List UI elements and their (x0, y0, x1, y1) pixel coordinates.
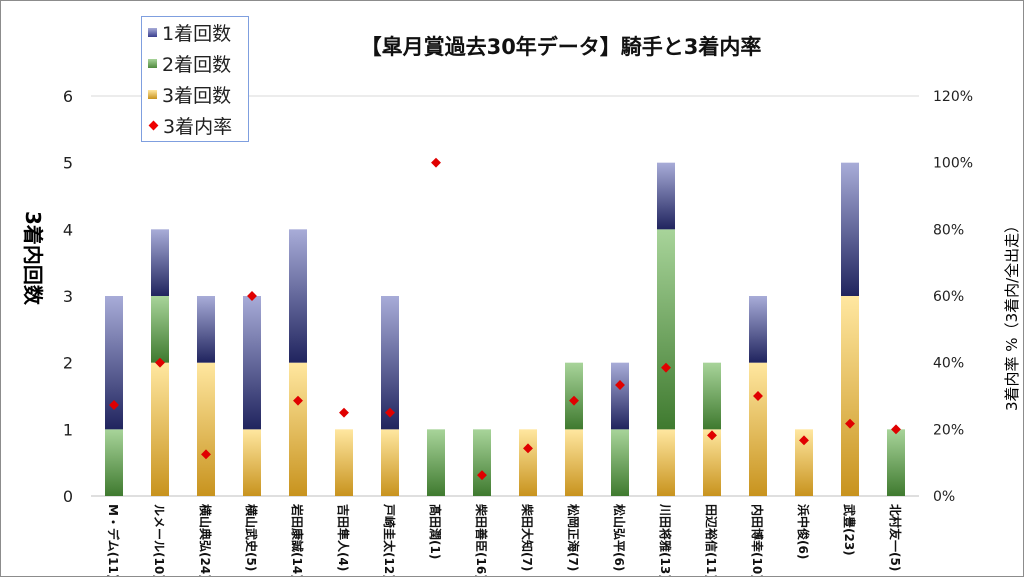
rate-point (845, 418, 855, 429)
bar-1st (841, 162, 859, 296)
bar-1st (289, 229, 307, 363)
chart-title: 【皐月賞過去30年データ】騎手と3着内率 (360, 35, 762, 59)
y2-tick-label: 60% (933, 289, 964, 305)
bar-1st (381, 296, 399, 430)
y-tick-label: 3 (63, 287, 73, 306)
x-tick-label: 松山弘平(6) (612, 504, 627, 571)
rate-point (799, 435, 809, 446)
legend-item-rate: 3着内率 (142, 110, 248, 141)
bar-2nd (105, 429, 123, 496)
x-tick-label: 横山武史(5) (244, 504, 259, 571)
rate-point (707, 430, 717, 441)
bar-3rd (703, 429, 721, 496)
x-tick-label: 松岡正海(7) (566, 504, 581, 571)
bar-2nd (887, 429, 905, 496)
legend-label: 1着回数 (162, 23, 232, 45)
rate-point (385, 407, 395, 418)
y2-tick-label: 120% (933, 89, 973, 105)
legend: 1着回数 2着回数 3着回数 3着内率 (141, 16, 249, 142)
x-tick-label: 内田博幸(10) (750, 504, 765, 576)
legend-label: 3着内率 (163, 116, 233, 138)
y2-tick-label: 20% (933, 422, 964, 438)
bar-3rd (197, 362, 215, 496)
bar-2nd (611, 429, 629, 496)
bar-3rd (289, 362, 307, 496)
rate-point (339, 407, 349, 418)
x-tick-label: 横山典弘(24) (198, 504, 213, 576)
x-tick-label: 川田将雅(13) (658, 503, 673, 576)
legend-label: 3着回数 (162, 85, 232, 107)
x-tick-label: 戸崎圭太(12) (382, 504, 397, 576)
rate-point (523, 443, 533, 454)
bar-1st (243, 296, 261, 430)
legend-label: 2着回数 (162, 54, 232, 76)
rate-point (293, 395, 303, 406)
bar-3rd (381, 429, 399, 496)
x-tick-label: 柴田大知(7) (520, 503, 535, 571)
y2-tick-label: 40% (933, 356, 964, 372)
y-tick-label: 4 (63, 220, 73, 239)
bar-1st (657, 162, 675, 230)
rate-point (477, 470, 487, 481)
x-tick-label: ルメール(10) (152, 504, 166, 576)
y-tick-label: 2 (63, 354, 73, 373)
x-tick-label: 岩田康誠(14) (290, 503, 305, 576)
legend-diamond-icon (148, 120, 159, 131)
bar-3rd (243, 429, 261, 496)
rate-point (247, 291, 257, 301)
legend-item-3rd: 3着回数 (142, 79, 248, 110)
y-tick-label: 1 (63, 420, 73, 439)
bar-1st (611, 362, 629, 430)
x-tick-label: 田辺裕信(11) (704, 504, 719, 576)
bar-1st (105, 296, 123, 430)
y-tick-label: 5 (63, 154, 73, 173)
bar-3rd (841, 296, 859, 496)
rate-point (891, 424, 901, 435)
x-tick-label: 北村友一(5) (888, 504, 903, 571)
x-tick-label: M・デム(11) (106, 504, 121, 576)
rate-point (753, 391, 763, 401)
x-tick-label: 髙田潤(1) (428, 504, 443, 559)
bar-2nd (657, 229, 675, 430)
bar-2nd (473, 429, 491, 496)
y-tick-label: 6 (63, 87, 73, 106)
bar-1st (151, 229, 169, 296)
bar-3rd (565, 429, 583, 496)
x-tick-label: 吉田隼人(4) (336, 504, 351, 571)
legend-swatch-3rd (148, 90, 157, 99)
y-axis-label: 3着内回数 (21, 211, 45, 305)
y2-tick-label: 100% (933, 156, 973, 172)
rate-point (155, 357, 165, 368)
rate-point (661, 362, 671, 373)
x-tick-label: 武豊(23) (842, 504, 857, 556)
bar-2nd (151, 296, 169, 363)
bar-3rd (795, 429, 813, 496)
bar-3rd (519, 429, 537, 496)
rate-point (615, 380, 625, 390)
y2-tick-label: 0% (933, 489, 955, 505)
bar-3rd (335, 429, 353, 496)
rate-point (201, 449, 211, 460)
bar-3rd (749, 362, 767, 496)
x-tick-label: 浜中俊(6) (796, 504, 811, 559)
bar-1st (749, 296, 767, 363)
rate-point (431, 157, 441, 168)
y-tick-label: 0 (63, 487, 73, 506)
bar-2nd (703, 362, 721, 430)
legend-swatch-1st (148, 28, 157, 37)
bar-2nd (427, 429, 445, 496)
legend-item-1st: 1着回数 (142, 17, 248, 48)
legend-item-2nd: 2着回数 (142, 48, 248, 79)
rate-point (569, 395, 579, 406)
x-tick-label: 柴田善臣(16) (474, 503, 489, 576)
y2-tick-label: 80% (933, 222, 964, 238)
bar-1st (197, 296, 215, 363)
y2-axis-label: 3着内率 %（3着内/全出走） (1003, 217, 1021, 411)
bar-3rd (657, 429, 675, 496)
bar-3rd (151, 362, 169, 496)
legend-swatch-2nd (148, 59, 157, 68)
